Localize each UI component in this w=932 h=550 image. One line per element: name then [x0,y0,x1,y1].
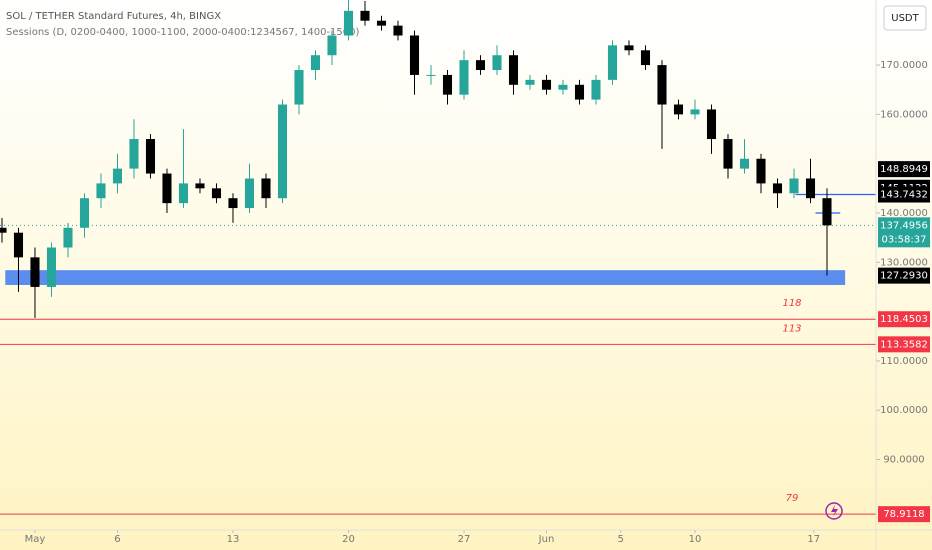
candle-body [525,79,535,85]
currency-label: USDT [891,13,919,24]
candle-body [79,198,90,228]
candle-body [244,178,255,209]
x-tick-label: 27 [458,534,471,545]
candle-body [13,232,24,258]
candle-body [756,158,766,184]
x-tick-label: 17 [807,534,820,545]
chart-subtitle: Sessions (D, 0200-0400, 1000-1100, 2000-… [6,27,360,38]
zone [5,270,846,285]
candle-body [162,173,172,204]
currency-button[interactable] [883,5,927,31]
candle-body [360,10,370,21]
alert-bolt [831,505,838,517]
level-label-bg [878,311,930,328]
candle-body [0,227,7,233]
candle-body [96,183,106,199]
candle-body [690,109,700,115]
y-tick-label: 130.0000 [880,257,928,268]
level-note: 113 [782,323,801,334]
level-label-bg [878,336,930,353]
candle-body [277,104,288,199]
candle-body [475,60,486,71]
candle-body [442,74,453,95]
candle-body [789,178,799,194]
countdown: 03:58:37 [882,234,927,245]
y-tick-label: 140.0000 [880,208,928,219]
candle-body [640,50,651,66]
candle-body [591,79,601,100]
y-tick-label: 170.0000 [880,60,928,71]
candle-body [343,10,354,36]
candle-body [607,45,618,80]
x-tick-label: 13 [227,534,240,545]
price-label: 143.7432 [880,190,928,201]
candle-body [310,55,321,71]
candle-body [822,198,832,226]
price-label-bg [878,186,930,203]
alert-icon[interactable] [825,502,843,520]
y-tick-label: 160.0000 [880,109,928,120]
x-tick-label: May [25,534,46,545]
x-tick-label: 5 [618,534,624,545]
candle-body [409,35,420,75]
candle-body [574,84,585,100]
x-tick-label: Jun [538,534,555,545]
y-tick-label: 90.0000 [883,454,924,465]
candle-body [508,55,519,85]
level-label: 118.4503 [880,314,928,325]
price-label: 148.8949 [880,164,928,175]
candle-body [657,65,667,105]
price-label-bg [878,161,930,178]
price-label-bg [878,267,930,284]
level-label: 78.9118 [883,509,924,520]
level-label: 113.3582 [880,339,928,350]
level-note: 79 [786,493,799,504]
candle-body [46,247,57,287]
last-price-label: 137.4956 [880,220,928,231]
level-note: 118 [782,298,801,309]
candle-body [178,183,189,204]
price-label: 127.2930 [880,271,928,282]
candle-body [706,109,717,140]
candle-body [492,55,502,71]
candle-body [261,178,271,199]
chart-title: SOL / TETHER Standard Futures, 4h, BINGX [6,11,221,22]
candle-body [145,139,156,174]
y-tick-label: 100.0000 [880,405,928,416]
candle-body [294,70,304,105]
candle-body [376,20,387,26]
candle-body [426,74,436,76]
candle-body [558,84,568,90]
candle-body [805,178,816,199]
candle-body [211,188,222,199]
x-tick-label: 20 [342,534,355,545]
candle-body [541,79,552,90]
candle-body [129,139,139,169]
x-tick-label: 10 [689,534,702,545]
candle-body [739,158,750,169]
candle-body [723,139,733,169]
candle-body [393,25,403,36]
candle-body [624,45,634,51]
x-tick-label: 6 [114,534,120,545]
candle-body [112,168,123,184]
candle-body [673,104,684,115]
y-tick-label: 110.0000 [880,356,928,367]
candle-body [327,35,337,56]
candle-body [195,183,205,189]
candle-body [63,227,73,248]
candle-body [459,60,469,95]
candle-body [772,183,783,194]
last-price-bg [878,217,930,248]
level-label-bg [878,506,930,523]
candle-body [228,198,238,209]
candle-body [30,257,40,287]
